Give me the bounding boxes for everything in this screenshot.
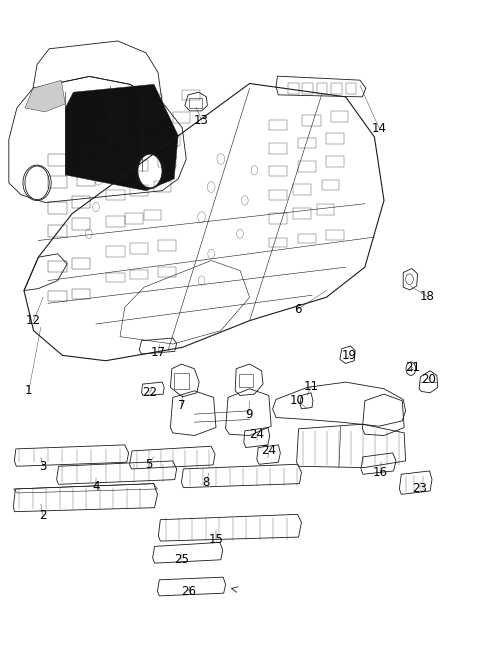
- Text: 13: 13: [194, 114, 209, 127]
- Text: 24: 24: [261, 444, 276, 458]
- Bar: [106, 216, 125, 227]
- Text: 5: 5: [145, 458, 153, 471]
- Circle shape: [25, 166, 49, 200]
- Text: 14: 14: [372, 122, 387, 135]
- Bar: [144, 210, 161, 220]
- Bar: [293, 208, 311, 219]
- Bar: [189, 98, 202, 108]
- Bar: [302, 115, 321, 126]
- Bar: [293, 184, 311, 195]
- Text: 19: 19: [342, 349, 357, 362]
- Bar: [288, 83, 299, 94]
- Bar: [269, 238, 287, 247]
- Bar: [158, 156, 176, 167]
- Text: 9: 9: [245, 407, 252, 421]
- Bar: [72, 258, 90, 269]
- Bar: [298, 138, 316, 148]
- Bar: [346, 83, 356, 94]
- Text: 3: 3: [39, 460, 47, 473]
- Bar: [106, 190, 125, 200]
- Bar: [72, 196, 90, 208]
- Text: 6: 6: [294, 303, 301, 316]
- Bar: [48, 291, 67, 301]
- Text: 8: 8: [203, 476, 210, 489]
- Bar: [130, 243, 148, 254]
- Bar: [48, 225, 67, 237]
- Bar: [326, 156, 344, 167]
- Text: 7: 7: [178, 399, 185, 412]
- Bar: [269, 166, 287, 176]
- Bar: [239, 374, 253, 387]
- Text: 23: 23: [413, 482, 427, 496]
- Text: 17: 17: [151, 345, 166, 359]
- Text: 12: 12: [26, 314, 41, 327]
- Bar: [322, 180, 339, 190]
- Bar: [298, 161, 316, 172]
- Bar: [173, 112, 190, 123]
- Bar: [72, 218, 90, 230]
- Bar: [302, 83, 313, 94]
- Bar: [139, 116, 157, 127]
- Bar: [134, 139, 153, 150]
- Bar: [269, 120, 287, 130]
- Text: 2: 2: [39, 509, 47, 522]
- Bar: [158, 267, 176, 277]
- Bar: [158, 240, 176, 250]
- Text: 1: 1: [25, 384, 33, 397]
- Bar: [106, 273, 125, 282]
- Text: 24: 24: [249, 428, 264, 441]
- Polygon shape: [65, 84, 178, 191]
- Bar: [48, 261, 67, 272]
- Bar: [317, 204, 334, 215]
- Text: 16: 16: [373, 466, 388, 479]
- Text: 4: 4: [92, 480, 100, 493]
- Text: 10: 10: [290, 394, 305, 407]
- Bar: [331, 111, 348, 122]
- Bar: [269, 143, 287, 154]
- Text: 15: 15: [209, 533, 223, 546]
- Bar: [317, 83, 327, 94]
- Bar: [163, 135, 180, 146]
- Text: 22: 22: [142, 386, 157, 399]
- Circle shape: [138, 154, 162, 188]
- Bar: [144, 94, 162, 104]
- Bar: [72, 289, 90, 299]
- Bar: [130, 160, 148, 171]
- Text: 11: 11: [303, 379, 319, 393]
- Bar: [326, 133, 344, 144]
- Bar: [130, 270, 148, 279]
- Bar: [106, 166, 125, 176]
- Bar: [331, 83, 342, 94]
- Bar: [130, 185, 148, 196]
- Bar: [48, 202, 67, 214]
- Bar: [174, 373, 189, 389]
- Text: 21: 21: [405, 361, 420, 374]
- Bar: [82, 150, 100, 162]
- Bar: [326, 230, 344, 240]
- Bar: [269, 190, 287, 200]
- Bar: [298, 234, 316, 243]
- Text: 20: 20: [421, 373, 436, 386]
- Bar: [154, 181, 171, 192]
- Bar: [269, 213, 287, 224]
- Bar: [48, 176, 67, 188]
- Bar: [106, 246, 125, 257]
- Bar: [48, 154, 67, 166]
- Bar: [125, 213, 143, 224]
- Bar: [77, 174, 95, 186]
- Text: 18: 18: [420, 290, 434, 303]
- Bar: [182, 90, 200, 100]
- Text: 26: 26: [180, 584, 196, 598]
- Bar: [106, 98, 125, 108]
- Bar: [106, 120, 125, 131]
- Polygon shape: [25, 80, 65, 112]
- Text: 25: 25: [174, 553, 189, 566]
- Bar: [106, 143, 125, 154]
